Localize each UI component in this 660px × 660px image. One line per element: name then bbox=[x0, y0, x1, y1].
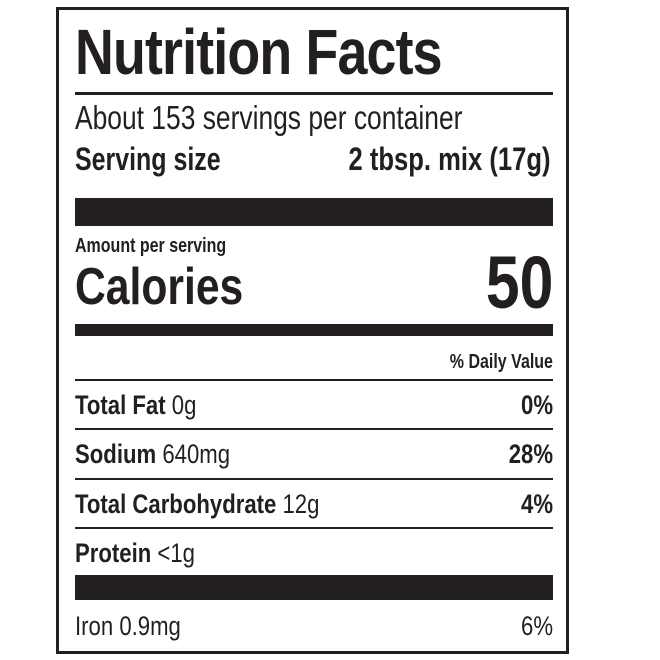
nutrient-amount: <1g bbox=[157, 538, 196, 568]
nutrient-name: Total Fat bbox=[75, 390, 166, 420]
nutrient-name: Total Carbohydrate bbox=[75, 489, 277, 519]
divider-thin bbox=[75, 379, 553, 381]
nutrient-dv: 28% bbox=[508, 439, 553, 469]
divider-thick bbox=[75, 198, 553, 226]
vitamin-amount: 0.9mg bbox=[119, 611, 181, 641]
amount-per-serving: Amount per serving bbox=[75, 235, 227, 257]
nutrient-dv: 4% bbox=[520, 489, 553, 519]
daily-value-header: % Daily Value bbox=[449, 351, 553, 373]
label-title: Nutrition Facts bbox=[75, 16, 443, 88]
nutrient-dv: 0% bbox=[520, 390, 553, 420]
nutrient-name: Protein bbox=[75, 538, 152, 568]
nutrient-row-total-carbohydrate: Total Carbohydrate 12g 4% bbox=[75, 480, 553, 526]
divider-medium bbox=[75, 324, 553, 336]
nutrient-row-protein: Protein <1g bbox=[75, 529, 553, 575]
servings-per-container: About 153 servings per container bbox=[75, 99, 463, 136]
serving-size-value: 2 tbsp. mix (17g) bbox=[348, 141, 550, 177]
divider-thin bbox=[75, 527, 553, 529]
nutrient-row-sodium: Sodium 640mg 28% bbox=[75, 430, 553, 476]
nutrient-amount: 640mg bbox=[162, 439, 231, 469]
nutrient-name: Sodium bbox=[75, 439, 157, 469]
divider-thin bbox=[75, 92, 553, 95]
divider-thin bbox=[75, 478, 553, 480]
nutrition-facts-label: Nutrition Facts About 153 servings per c… bbox=[56, 7, 569, 654]
vitamin-row-iron: Iron 0.9mg 6% bbox=[75, 602, 553, 648]
divider-thin bbox=[75, 428, 553, 430]
serving-size-label: Serving size bbox=[75, 141, 221, 177]
nutrient-amount: 0g bbox=[171, 390, 197, 420]
nutrient-row-total-fat: Total Fat 0g 0% bbox=[75, 381, 553, 427]
vitamin-name: Iron bbox=[75, 611, 114, 641]
calories-value: 50 bbox=[485, 241, 553, 324]
serving-size-row: Serving size 2 tbsp. mix (17g) bbox=[75, 139, 550, 179]
vitamin-dv: 6% bbox=[520, 611, 553, 641]
nutrient-amount: 12g bbox=[282, 489, 320, 519]
divider-thick bbox=[75, 575, 553, 600]
calories-label: Calories bbox=[75, 258, 244, 316]
